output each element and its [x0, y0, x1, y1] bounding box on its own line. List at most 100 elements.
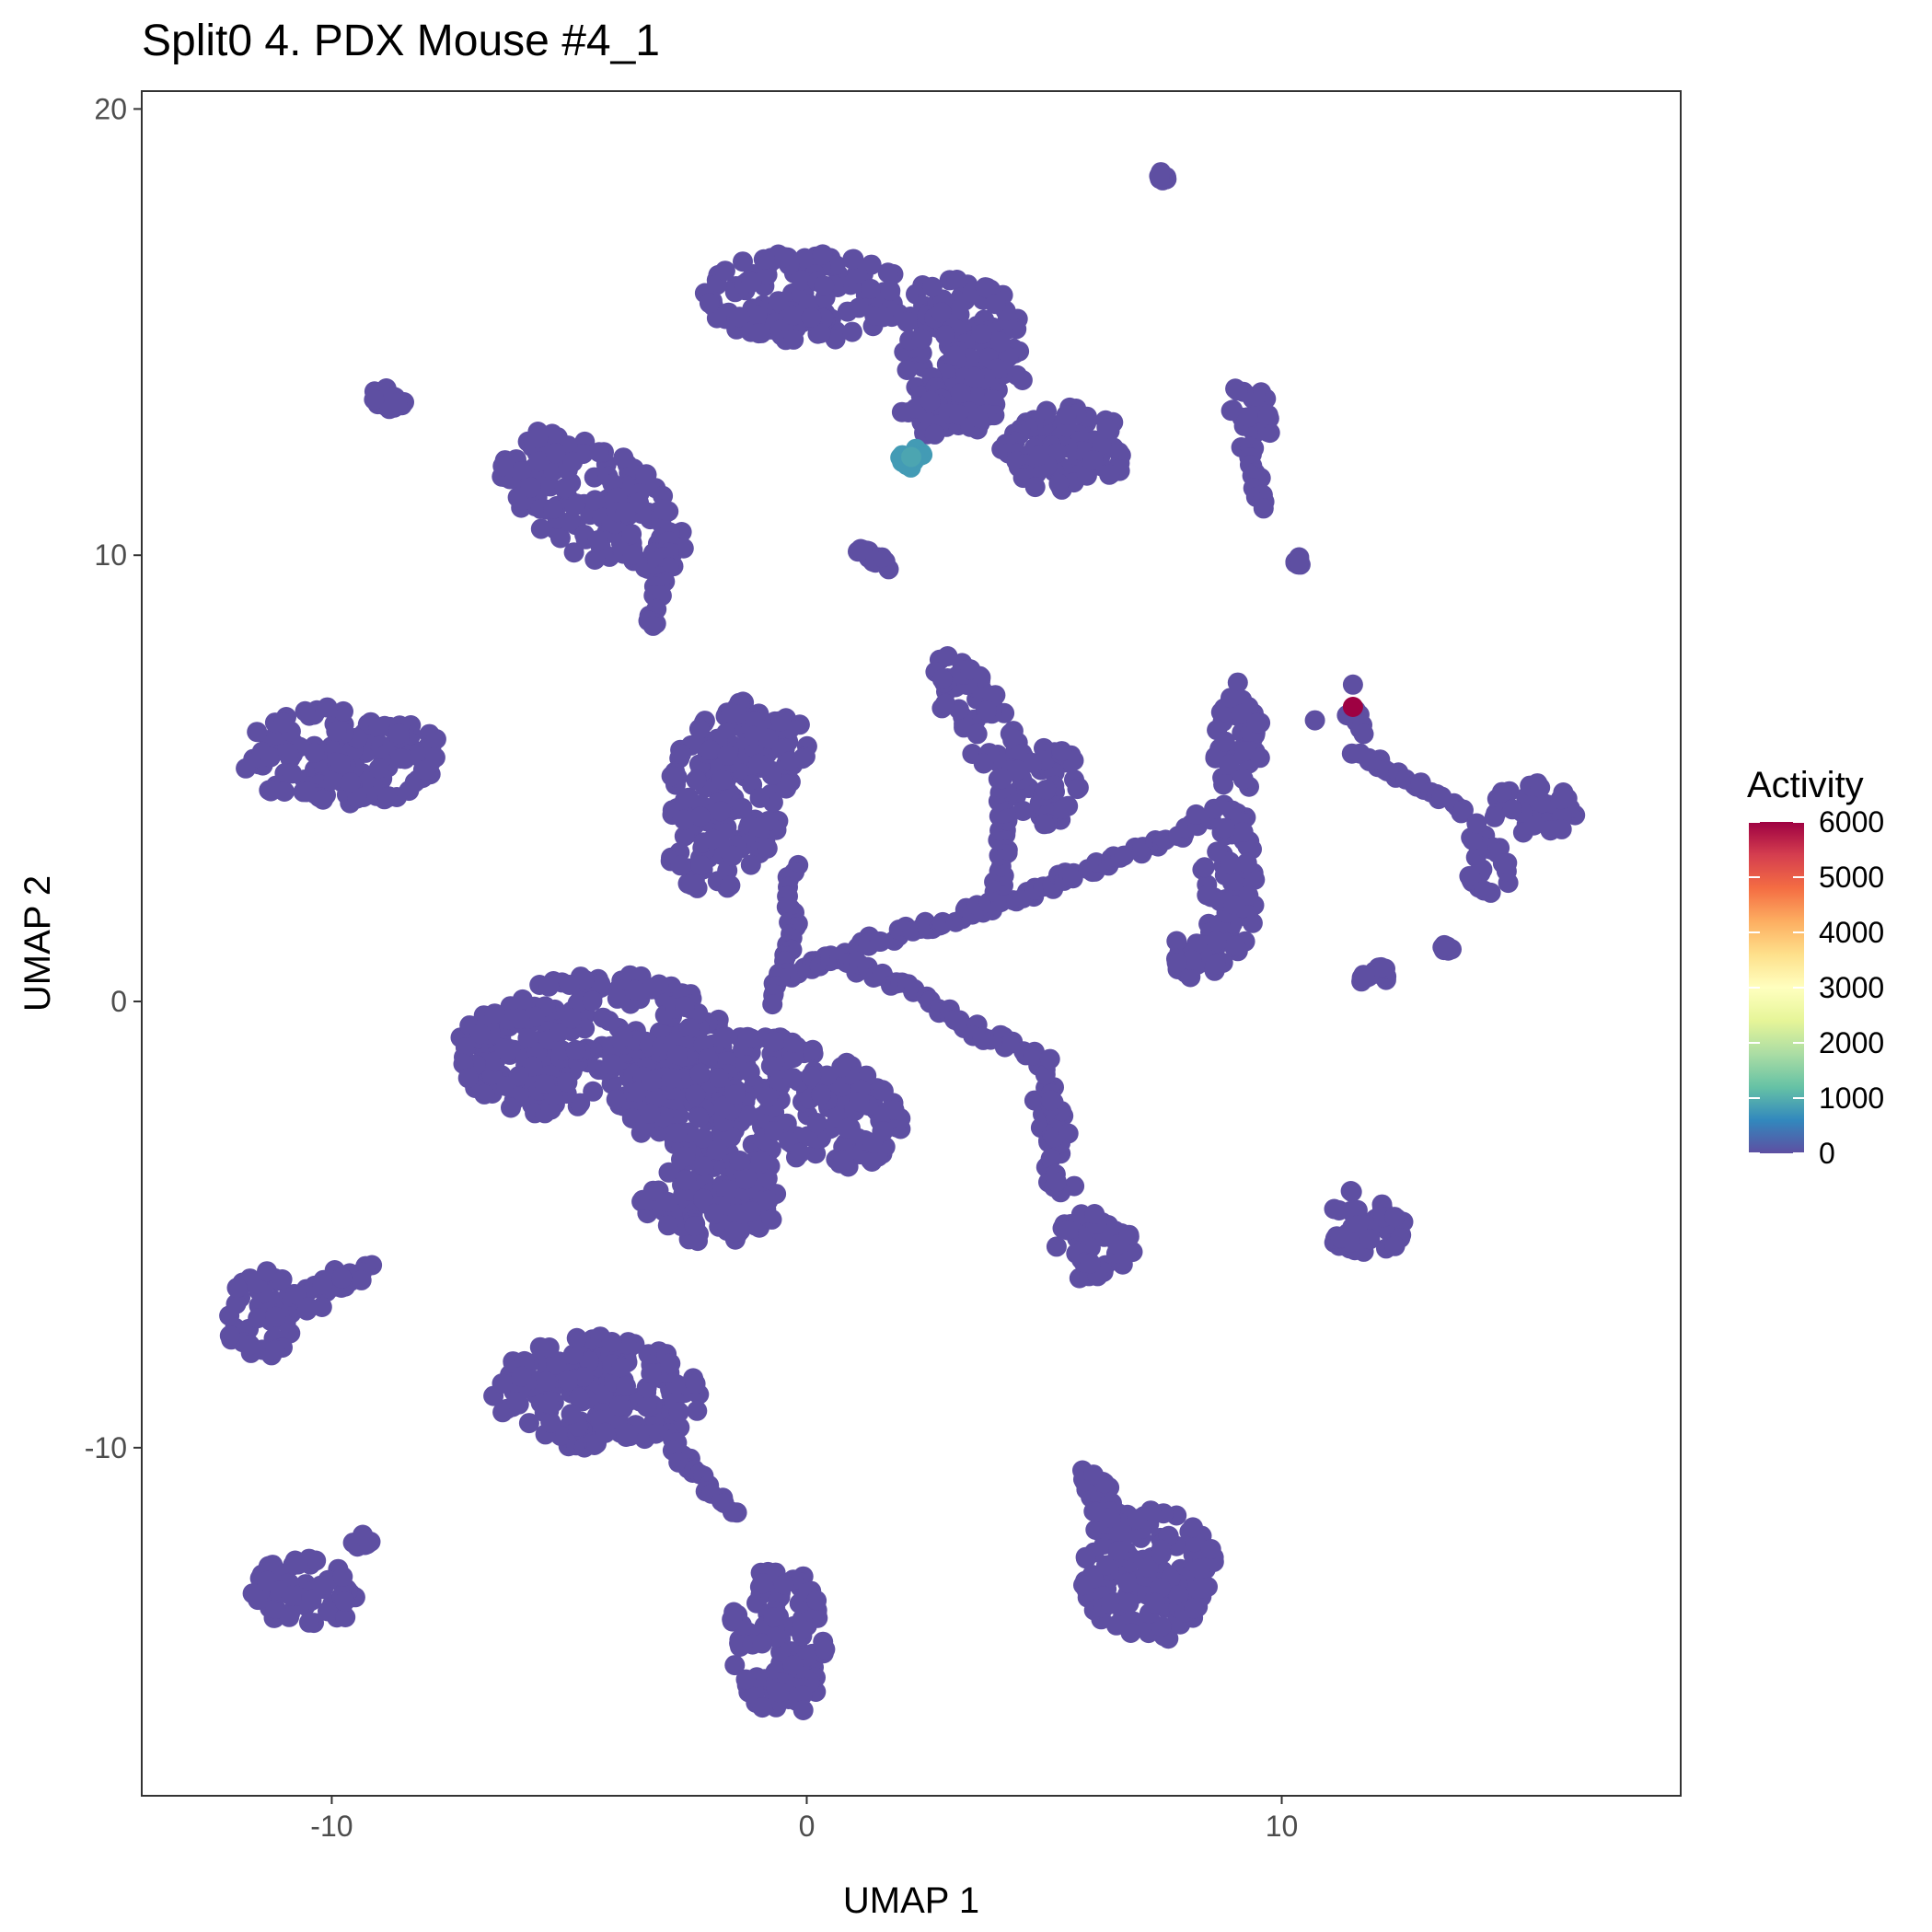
data-point [584, 550, 606, 570]
data-point [666, 1123, 688, 1144]
data-point [810, 323, 831, 343]
legend-tick-label: 2000 [1819, 1026, 1884, 1059]
data-point [566, 1327, 587, 1348]
data-point [387, 392, 408, 413]
data-point [641, 1363, 662, 1384]
data-point [711, 801, 731, 822]
y-tick-label: 10 [94, 538, 127, 572]
data-point [1082, 450, 1104, 470]
data-point [750, 1151, 771, 1172]
data-point [1097, 418, 1118, 439]
data-point [1084, 1204, 1105, 1224]
data-point [332, 1566, 353, 1587]
data-point [301, 1589, 322, 1610]
legend-ticks: 0 1000 2000 3000 4000 5000 6000 [1749, 805, 1884, 1170]
plot-panel-border [141, 90, 1682, 1797]
data-point [607, 487, 628, 508]
data-point [474, 1083, 495, 1105]
data-point [1080, 1253, 1101, 1274]
legend-tick-label: 1000 [1819, 1082, 1884, 1115]
data-point [752, 1697, 773, 1718]
data-point [1340, 1181, 1361, 1201]
data-point [562, 1344, 584, 1365]
data-point [298, 1612, 319, 1633]
data-point [757, 264, 778, 285]
data-point [931, 669, 953, 689]
data-point [739, 1061, 760, 1082]
data-point [782, 1068, 804, 1089]
data-point [1056, 405, 1077, 426]
data-point [584, 490, 606, 511]
data-point [690, 806, 711, 827]
data-point [469, 1024, 491, 1045]
x-axis: -10 0 10 [310, 1796, 1298, 1843]
data-point [1062, 868, 1083, 889]
data-point [1459, 865, 1480, 886]
data-point [971, 324, 992, 344]
data-point [335, 1607, 356, 1627]
data-point [514, 1350, 535, 1371]
data-point [1067, 779, 1088, 800]
data-point [688, 1107, 710, 1128]
x-tick-label: -10 [310, 1810, 353, 1843]
y-axis-title: UMAP 2 [17, 875, 58, 1012]
data-point [1466, 813, 1487, 834]
data-point [508, 1066, 529, 1086]
data-point [1039, 1048, 1060, 1070]
data-point [1058, 1220, 1079, 1241]
data-point [219, 1325, 240, 1347]
data-point [1491, 781, 1512, 803]
data-point [538, 1337, 560, 1358]
data-point [950, 383, 971, 403]
data-point [1359, 1229, 1381, 1250]
data-point [1384, 1235, 1406, 1256]
data-point [1221, 872, 1243, 893]
data-point-highlight [901, 446, 921, 468]
data-point [1035, 780, 1057, 800]
data-point [1189, 1558, 1210, 1579]
data-point [425, 729, 446, 749]
data-point [1058, 1123, 1079, 1144]
data-point [641, 978, 662, 1000]
data-point [681, 874, 702, 896]
data-point [1145, 1592, 1165, 1614]
data-point [729, 1151, 750, 1171]
data-point [606, 1089, 627, 1110]
data-point [812, 244, 833, 265]
data-point [1484, 806, 1505, 827]
data-point [714, 260, 735, 282]
data-point [675, 996, 695, 1017]
data-point [960, 659, 981, 680]
data-point [323, 769, 344, 791]
data-point [368, 717, 389, 738]
data-point [242, 1583, 263, 1604]
data-point [258, 1556, 279, 1577]
data-point [897, 311, 918, 332]
data-point [924, 423, 945, 445]
data-point [247, 722, 268, 743]
data-point [774, 247, 794, 268]
data-point [1219, 754, 1240, 775]
data-point [295, 700, 316, 722]
data-point [831, 1057, 852, 1078]
data-point [884, 1099, 905, 1120]
data-point [518, 1413, 539, 1434]
data-point [674, 809, 695, 830]
data-point [877, 262, 898, 283]
data-point [265, 1339, 285, 1360]
data-point [527, 427, 549, 448]
data-point [641, 1070, 662, 1092]
data-point [688, 719, 710, 739]
data-point [806, 1113, 827, 1133]
data-point [1186, 933, 1208, 954]
data-point [560, 511, 581, 532]
data-point [1193, 1578, 1214, 1599]
data-point [773, 1574, 794, 1595]
data-point [1205, 954, 1226, 975]
data-point [668, 1402, 689, 1423]
data-point [1023, 1045, 1044, 1066]
data-point [657, 1191, 678, 1212]
data-point [989, 331, 1011, 353]
data-point [333, 700, 353, 722]
data-point [330, 753, 351, 774]
